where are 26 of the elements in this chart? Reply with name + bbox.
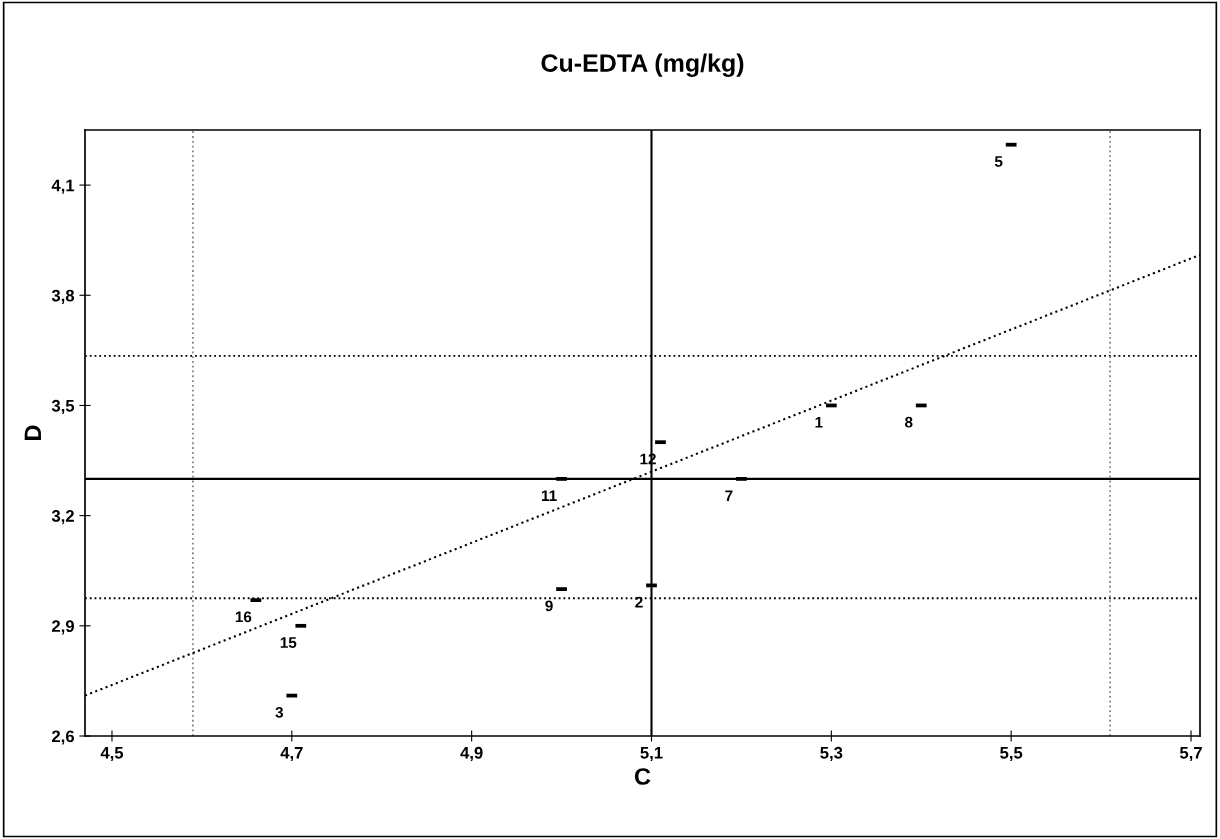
- annotation: 7: [725, 490, 733, 501]
- annotation: 11: [541, 490, 557, 501]
- x-tick-label: 5,5: [1000, 747, 1023, 762]
- annotation: 1: [815, 416, 823, 428]
- y-tick-label: 2,9: [51, 620, 74, 635]
- x-tick-label: 4,7: [280, 747, 303, 762]
- y-tick-label: 2,6: [51, 730, 74, 745]
- annotation: 16: [235, 611, 252, 623]
- x-axis-title: C: [634, 768, 651, 785]
- y-tick-label: 3,8: [51, 289, 75, 304]
- x-tick-label: 5,1: [640, 747, 663, 762]
- y-tick-label: 3,5: [51, 399, 75, 415]
- annotation: 8: [904, 416, 913, 428]
- x-tick-label: 4,5: [100, 747, 124, 762]
- y-tick-label: 3,2: [51, 510, 74, 525]
- x-tick-label: 5,3: [820, 746, 843, 762]
- chart-title: Cu-EDTA (mg/kg): [541, 53, 744, 77]
- annotation: 5: [994, 156, 1003, 167]
- y-tick-label: 4,1: [51, 179, 75, 194]
- annotation: 15: [280, 637, 297, 648]
- x-tick-label: 4,9: [460, 746, 483, 762]
- y-axis-title: D: [24, 425, 41, 440]
- x-tick-label: 5,7: [1179, 747, 1202, 762]
- annotation: 2: [635, 596, 643, 608]
- annotation: 9: [545, 600, 553, 612]
- annotation: 3: [275, 706, 284, 718]
